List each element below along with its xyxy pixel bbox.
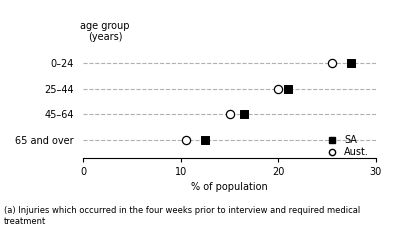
Text: age group
(years): age group (years) bbox=[81, 21, 130, 42]
Text: (a) Injuries which occurred in the four weeks prior to interview and required me: (a) Injuries which occurred in the four … bbox=[4, 207, 360, 226]
Legend: SA, Aust.: SA, Aust. bbox=[320, 133, 371, 159]
Point bbox=[241, 113, 247, 116]
Point bbox=[275, 87, 281, 90]
Point bbox=[285, 87, 291, 90]
Point bbox=[226, 113, 233, 116]
Point bbox=[202, 138, 208, 142]
Point bbox=[183, 138, 189, 142]
Point bbox=[329, 61, 335, 64]
Point bbox=[348, 61, 355, 64]
X-axis label: % of population: % of population bbox=[191, 182, 268, 192]
